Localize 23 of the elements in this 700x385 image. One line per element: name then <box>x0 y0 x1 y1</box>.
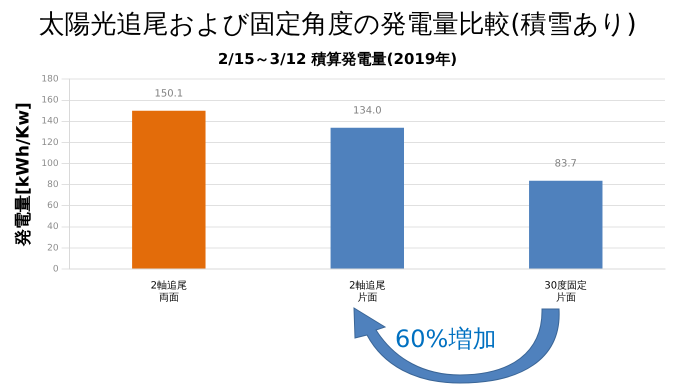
y-tick-label: 0 <box>52 264 59 274</box>
x-tick-label: 2軸追尾片面 <box>349 280 386 304</box>
x-tick-label: 30度固定片面 <box>544 280 588 304</box>
data-label: 134.0 <box>352 105 382 116</box>
bar <box>330 128 404 268</box>
y-tick-label: 160 <box>41 96 59 106</box>
text: 60%増加 <box>395 324 496 355</box>
y-tick-label: 60 <box>47 201 59 212</box>
bar <box>529 180 602 268</box>
chart-title: 太陽光追尾および固定角度の発電量比較(積雪あり) <box>38 9 637 40</box>
chart-subtitle: 2/15～3/12 積算発電量(2019年) <box>218 50 458 68</box>
y-axis-title: 発電量[kWh/Kw] <box>14 102 34 247</box>
data-label: 150.1 <box>154 88 184 100</box>
y-tick-label: 40 <box>47 222 59 232</box>
y-tick-label: 120 <box>41 138 59 148</box>
bar <box>132 110 206 268</box>
data-label: 83.7 <box>554 158 577 170</box>
y-tick-label: 100 <box>41 158 59 169</box>
x-tick-label: 2軸追尾両面 <box>150 280 188 304</box>
y-tick-label: 180 <box>41 74 59 85</box>
y-tick-label: 140 <box>41 116 59 127</box>
y-tick-label: 20 <box>47 243 59 254</box>
y-tick-label: 80 <box>47 180 59 190</box>
